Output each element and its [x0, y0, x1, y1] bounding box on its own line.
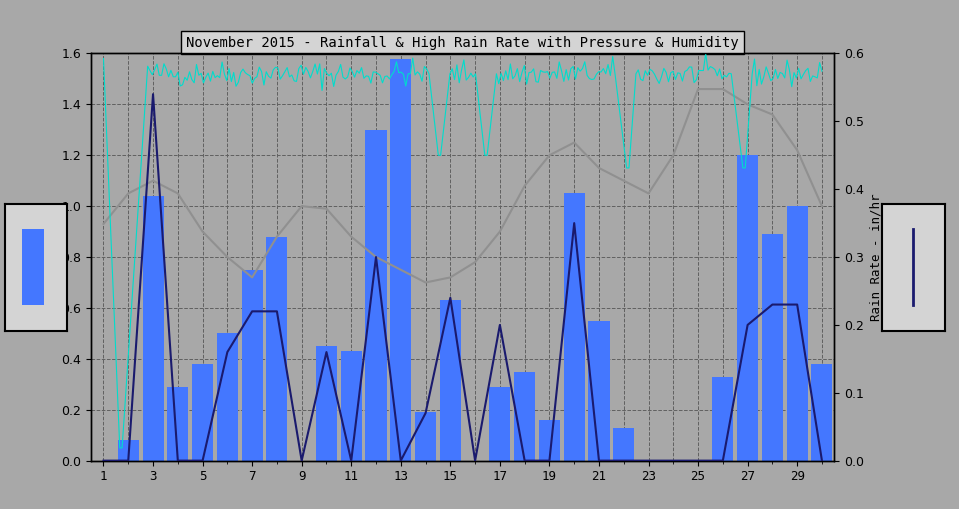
Y-axis label: Rain Rate - in/hr: Rain Rate - in/hr — [870, 193, 882, 321]
Bar — [786, 206, 807, 461]
Title: November 2015 - Rainfall & High Rain Rate with Pressure & Humidity: November 2015 - Rainfall & High Rain Rat… — [186, 36, 739, 49]
Bar — [365, 130, 386, 461]
Bar — [22, 229, 44, 305]
Bar — [589, 321, 610, 461]
Bar — [613, 428, 634, 461]
Bar — [192, 364, 213, 461]
Bar — [761, 234, 783, 461]
Bar — [390, 59, 411, 461]
Bar — [811, 364, 832, 461]
Bar — [167, 387, 188, 461]
Bar — [514, 372, 535, 461]
Bar — [539, 420, 560, 461]
Bar — [217, 333, 238, 461]
Bar — [340, 351, 362, 461]
Bar — [143, 196, 164, 461]
Bar — [713, 377, 734, 461]
Bar — [242, 270, 263, 461]
Bar — [118, 440, 139, 461]
Bar — [737, 155, 759, 461]
Bar — [564, 193, 585, 461]
Bar — [316, 346, 337, 461]
Bar — [489, 387, 510, 461]
Y-axis label: Rain - in: Rain - in — [37, 223, 50, 291]
Bar — [267, 237, 288, 461]
Bar — [440, 300, 461, 461]
Bar — [415, 412, 436, 461]
